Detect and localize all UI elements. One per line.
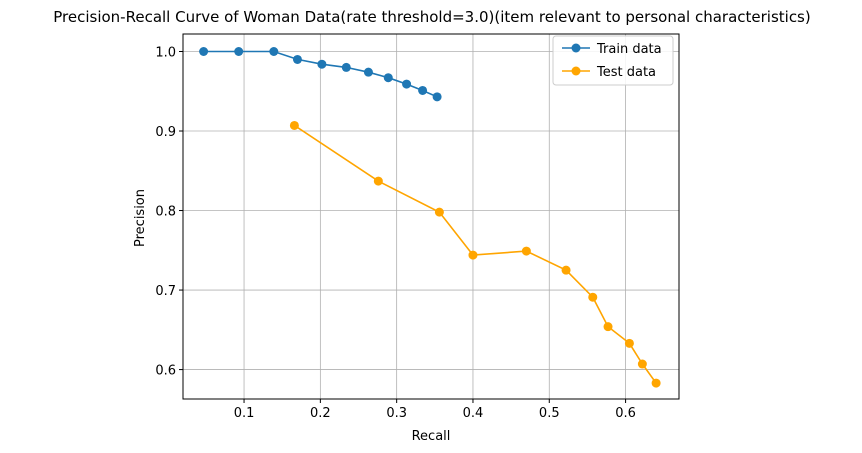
plot-frame [182, 33, 680, 400]
legend-label-train: Train data [596, 42, 662, 57]
data-point-0-2 [269, 46, 279, 56]
data-point-1-6 [588, 292, 598, 302]
chart-title: Precision-Recall Curve of Woman Data(rat… [53, 8, 810, 26]
data-point-1-9 [637, 359, 647, 369]
legend-marker-train [571, 43, 581, 53]
legend-label-test: Test data [596, 65, 656, 80]
data-point-0-9 [418, 85, 428, 95]
legend: Train data Test data [552, 35, 674, 86]
data-point-0-3 [292, 54, 302, 64]
data-point-0-1 [234, 46, 244, 56]
y-tick-label: 0.9 [155, 125, 176, 140]
x-tick-label: 0.4 [463, 406, 484, 421]
y-tick-label: 0.8 [155, 205, 176, 220]
axis-ticks: 0.1 0.2 0.3 0.4 0.5 0.6 0.6 0.7 0.8 0.9 1.0 [155, 45, 636, 421]
data-point-1-8 [624, 338, 634, 348]
x-tick-label: 0.3 [386, 406, 407, 421]
x-tick-label: 0.1 [234, 406, 255, 421]
y-tick-label: 0.6 [155, 364, 176, 379]
x-tick-label: 0.2 [310, 406, 331, 421]
y-axis-label: Precision [133, 189, 148, 247]
data-point-1-3 [468, 250, 478, 260]
data-point-0-10 [432, 92, 442, 102]
data-point-0-6 [363, 67, 373, 77]
data-point-1-1 [373, 176, 383, 186]
series-layer [199, 46, 661, 388]
data-point-1-7 [603, 322, 613, 332]
data-point-0-4 [317, 59, 327, 69]
data-point-1-2 [434, 207, 444, 217]
y-tick-label: 0.7 [155, 284, 176, 299]
data-point-0-5 [341, 62, 351, 72]
data-point-0-0 [199, 46, 209, 56]
data-point-0-7 [383, 73, 393, 83]
x-tick-label: 0.5 [539, 406, 560, 421]
y-tick-label: 1.0 [155, 45, 176, 60]
data-point-1-4 [521, 246, 531, 256]
data-point-0-8 [402, 79, 412, 89]
data-point-1-5 [561, 265, 571, 275]
x-axis-label: Recall [412, 429, 451, 444]
data-point-1-0 [289, 120, 299, 130]
data-point-1-10 [651, 378, 661, 388]
legend-marker-test [571, 66, 581, 76]
x-tick-label: 0.6 [615, 406, 636, 421]
